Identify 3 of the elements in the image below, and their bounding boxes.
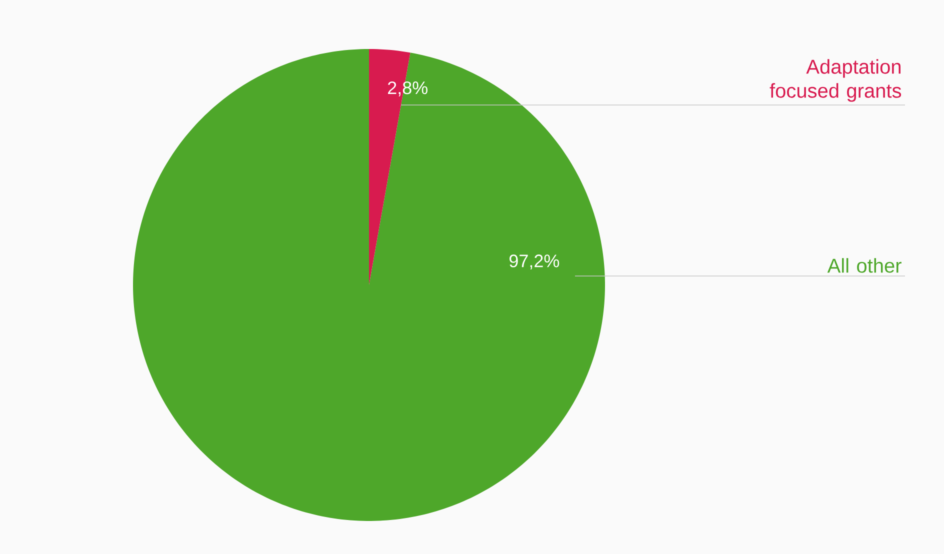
data-label: 97,2% xyxy=(510,254,560,270)
slice-label: Adaptation focused grants xyxy=(770,59,902,102)
slice-label: All other xyxy=(827,258,902,273)
